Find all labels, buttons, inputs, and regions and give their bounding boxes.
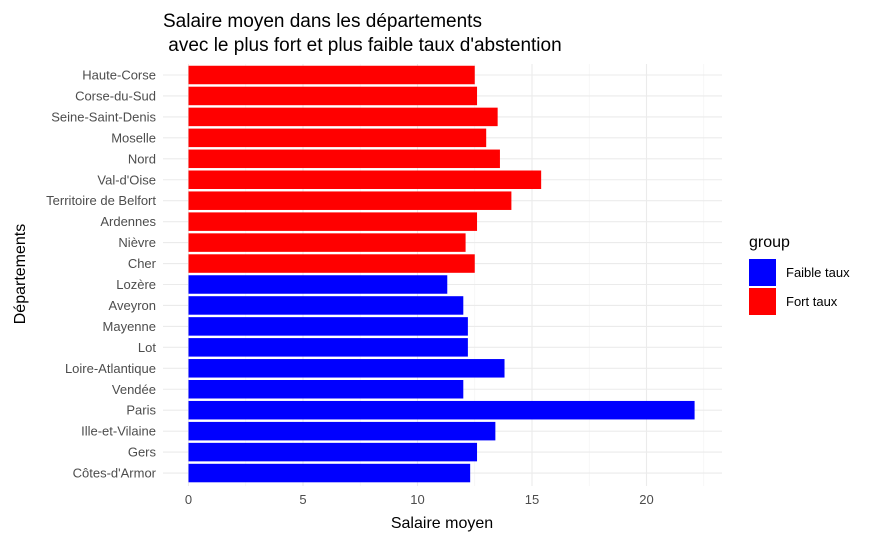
bar [188, 275, 448, 294]
y-tick-label: Mayenne [103, 319, 156, 334]
x-tick-label: 5 [299, 492, 306, 507]
legend-label: Faible taux [786, 265, 850, 280]
bar [188, 65, 475, 85]
x-tick-label: 10 [410, 492, 424, 507]
y-axis-label: Départements [12, 224, 29, 325]
y-tick-label: Territoire de Belfort [46, 193, 156, 208]
bar [188, 400, 695, 420]
x-tick-label: 20 [639, 492, 653, 507]
bar [188, 421, 496, 441]
y-tick-label: Côtes-d'Armor [73, 466, 157, 481]
bar [188, 254, 475, 273]
y-tick-label: Loire-Atlantique [65, 361, 156, 376]
y-tick-label: Nord [128, 151, 156, 166]
chart-title-line-1: Salaire moyen dans les départements [163, 11, 482, 32]
bar [188, 442, 478, 462]
legend: group Faible taux Fort taux [749, 234, 850, 315]
y-tick-label: Paris [126, 403, 156, 418]
bar [188, 170, 542, 189]
legend-title: group [749, 234, 790, 251]
x-tick-label: 0 [185, 492, 192, 507]
bars [188, 65, 695, 483]
bar [188, 128, 487, 148]
x-tick-labels: 0 5 10 15 20 [185, 492, 654, 507]
y-tick-label: Cher [128, 256, 157, 271]
bar [188, 212, 478, 231]
legend-swatch [749, 288, 776, 315]
legend-swatch [749, 259, 776, 286]
y-tick-label: Lot [138, 340, 156, 355]
bar [188, 149, 500, 169]
bar [188, 463, 471, 483]
legend-items: Faible taux Fort taux [749, 259, 850, 315]
y-tick-labels: Haute-Corse Corse-du-Sud Seine-Saint-Denis… [46, 68, 156, 481]
y-tick-label: Seine-Saint-Denis [51, 109, 156, 124]
bar [188, 359, 505, 378]
y-tick-label: Vendée [112, 382, 156, 397]
bar [188, 296, 464, 315]
bar [188, 233, 466, 252]
bar [188, 107, 498, 127]
bar [188, 86, 478, 106]
y-tick-label: Moselle [111, 130, 156, 145]
y-tick-label: Corse-du-Sud [75, 88, 156, 103]
y-tick-label: Aveyron [109, 298, 156, 313]
legend-label: Fort taux [786, 294, 838, 309]
chart-title-line-2: avec le plus fort et plus faible taux d'… [163, 35, 562, 56]
y-tick-label: Ardennes [100, 214, 156, 229]
bar [188, 191, 512, 210]
y-tick-label: Lozère [116, 277, 156, 292]
y-tick-label: Val-d'Oise [97, 172, 156, 187]
bar [188, 317, 468, 336]
y-tick-label: Nièvre [118, 235, 156, 250]
bar [188, 338, 468, 357]
y-tick-label: Gers [128, 445, 157, 460]
x-axis-label: Salaire moyen [391, 515, 493, 532]
y-tick-label: Ille-et-Vilaine [81, 424, 156, 439]
x-tick-label: 15 [525, 492, 539, 507]
y-tick-label: Haute-Corse [82, 68, 156, 83]
bar [188, 380, 464, 399]
